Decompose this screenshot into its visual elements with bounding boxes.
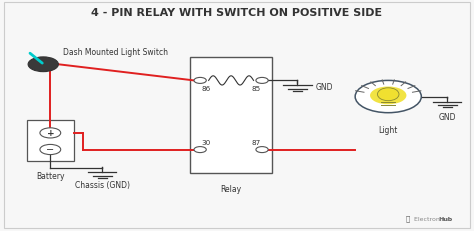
Text: Light: Light [379,126,398,135]
Bar [27,120,74,161]
Text: 85: 85 [251,86,261,92]
Text: 30: 30 [201,140,211,146]
Circle shape [40,145,61,155]
Circle shape [194,78,206,84]
Text: +: + [46,129,54,138]
Text: 4 - PIN RELAY WITH SWITCH ON POSITIVE SIDE: 4 - PIN RELAY WITH SWITCH ON POSITIVE SI… [91,8,383,18]
Ellipse shape [377,88,399,101]
Text: −: − [46,145,55,155]
Text: Chassis (GND): Chassis (GND) [75,180,130,189]
Ellipse shape [370,87,406,105]
Circle shape [355,81,421,113]
Text: Dash Mounted Light Switch: Dash Mounted Light Switch [63,48,168,57]
Circle shape [256,78,268,84]
Text: GND: GND [438,113,456,122]
Text: ⓔ: ⓔ [406,215,410,221]
Circle shape [28,58,58,72]
Text: Electronics: Electronics [414,216,451,221]
Text: Relay: Relay [220,184,242,193]
Circle shape [194,147,206,153]
Text: GND: GND [316,82,333,91]
Text: 87: 87 [251,140,261,146]
Text: 86: 86 [201,86,211,92]
Bar [190,58,273,173]
Text: Hub: Hub [438,216,452,221]
Circle shape [256,147,268,153]
Text: Battery: Battery [36,172,64,181]
Circle shape [40,128,61,138]
